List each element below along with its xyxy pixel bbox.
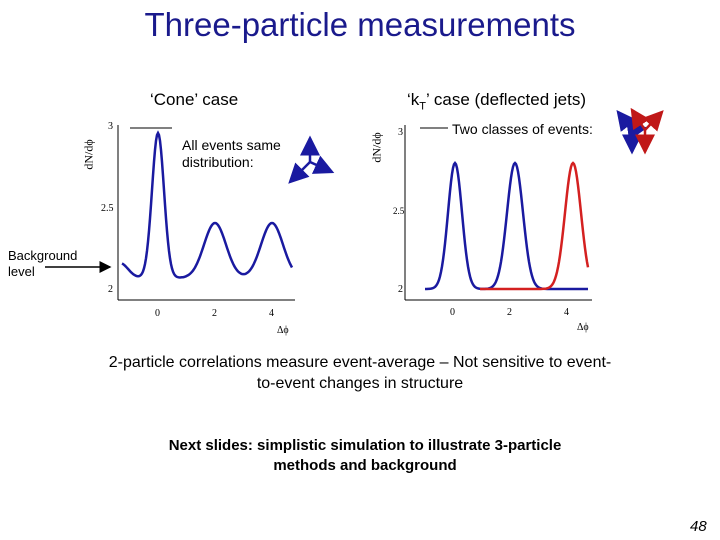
background-label: Background level	[8, 248, 78, 279]
right-heading: ‘kT’ case (deflected jets)	[407, 90, 586, 112]
x-tick-label: 2	[507, 307, 512, 318]
left-heading: ‘Cone’ case	[150, 90, 239, 109]
left-axes	[117, 125, 295, 301]
left-note: All events same distribution:	[182, 137, 281, 170]
body-text: 2-particle correlations measure event-av…	[108, 354, 612, 392]
x-tick-label: 0	[155, 308, 160, 319]
cone-curve	[121, 130, 294, 279]
x-tick-label: 4	[269, 308, 274, 319]
y-tick-label: 2	[398, 284, 403, 295]
y-tick-label: 3	[398, 127, 403, 138]
title: Three-particle measurements	[144, 6, 576, 43]
y-tick-label: 2.5	[101, 203, 114, 214]
kt-curve-red	[480, 161, 590, 291]
next-text: Next slides: simplistic simulation to il…	[168, 437, 562, 474]
cone-arrows	[288, 135, 335, 184]
y-tick-label: 3	[108, 121, 113, 132]
right-y-label: dN/dϕ	[369, 132, 384, 163]
heading-subscript: T	[419, 100, 427, 113]
right-x-label: Δϕ	[577, 322, 589, 333]
right-note: Two classes of events:	[452, 121, 593, 137]
heading-part: ‘k	[407, 90, 420, 109]
y-tick-label: 2.5	[393, 206, 405, 216]
x-tick-label: 4	[564, 307, 569, 318]
right-axes	[404, 125, 592, 301]
left-x-label: Δϕ	[277, 325, 289, 336]
left-y-label: dN/dϕ	[81, 139, 96, 170]
x-tick-label: 0	[450, 307, 455, 318]
kt-curve-blue	[425, 160, 588, 291]
page-number: 48	[690, 518, 707, 535]
x-tick-label: 2	[212, 308, 217, 319]
heading-part: ’ case (deflected jets)	[426, 90, 587, 109]
kt-arrows	[616, 107, 664, 155]
y-tick-label: 2	[108, 284, 113, 295]
